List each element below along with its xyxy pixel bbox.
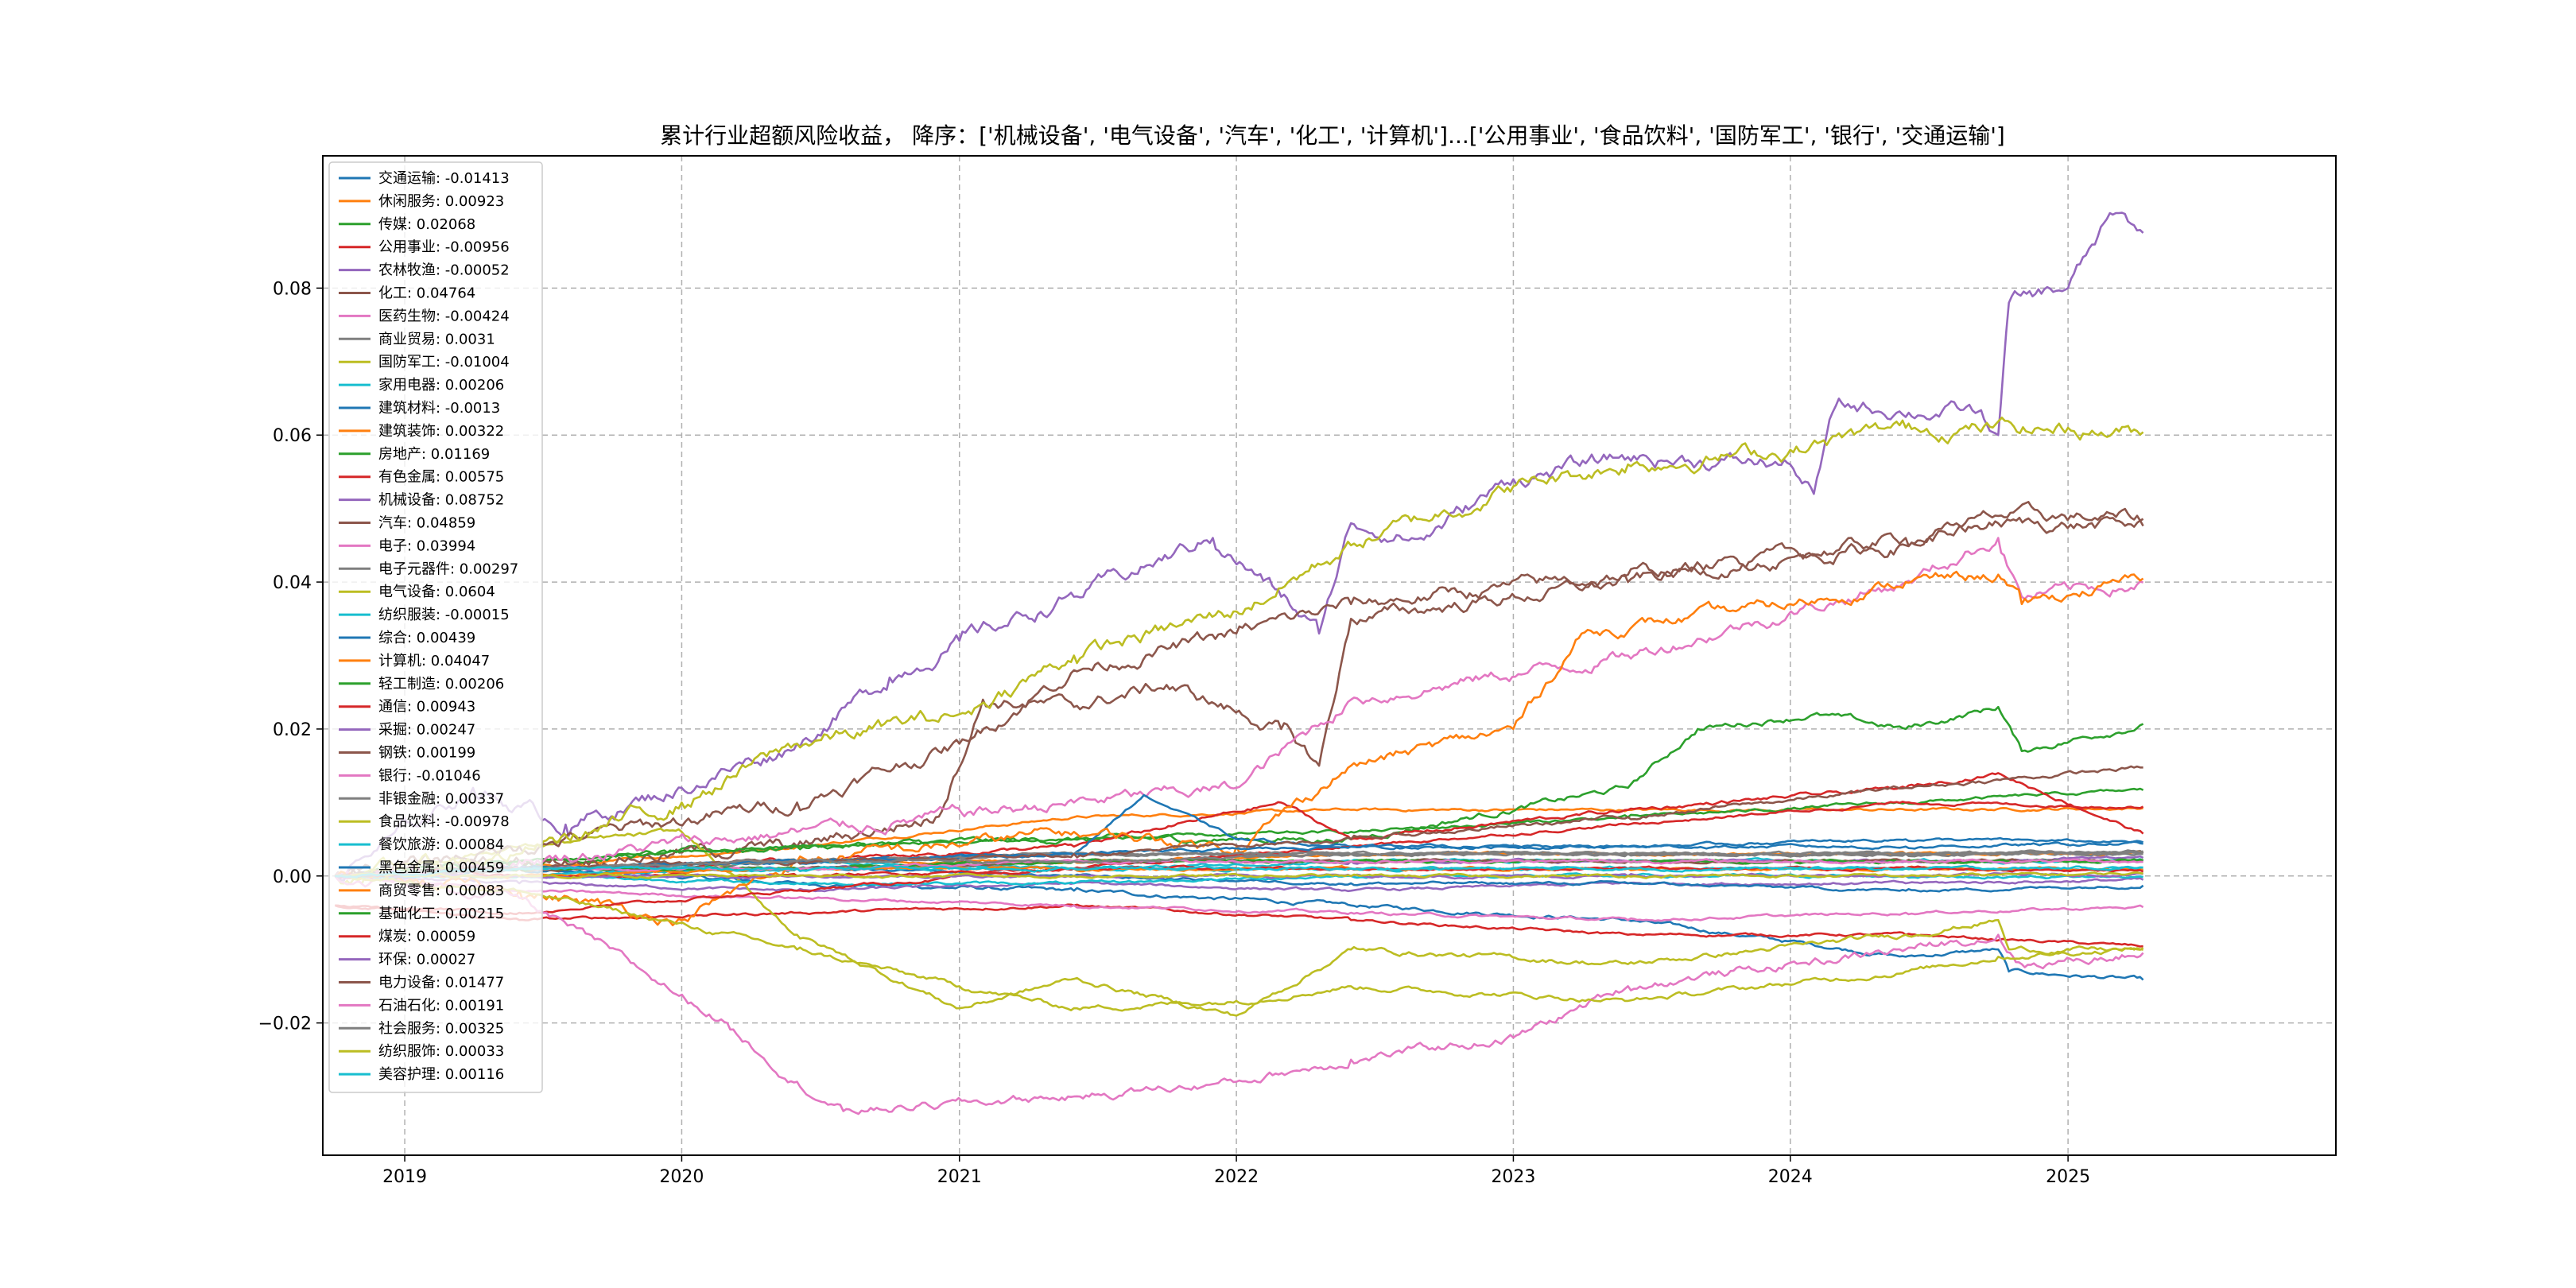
legend-label: 休闲服务: 0.00923 xyxy=(378,193,504,210)
series-line-4 xyxy=(335,874,2144,893)
series-line-18 xyxy=(334,417,2144,886)
legend-label: 基础化工: 0.00215 xyxy=(378,906,504,922)
legend-label: 采掘: 0.00247 xyxy=(378,722,475,739)
legend-label: 传媒: 0.02068 xyxy=(378,216,475,233)
legend-label: 建筑装饰: 0.00322 xyxy=(378,423,504,440)
x-tick-label: 2020 xyxy=(659,1167,704,1187)
legend-label: 化工: 0.04764 xyxy=(378,285,475,302)
x-tick-label: 2022 xyxy=(1214,1167,1259,1187)
y-tick-label: −0.02 xyxy=(258,1014,312,1034)
legend-label: 交通运输: -0.01413 xyxy=(378,170,510,187)
legend-label: 煤炭: 0.00059 xyxy=(378,929,475,945)
legend-label: 商业贸易: 0.0031 xyxy=(378,331,495,347)
legend-label: 石油石化: 0.00191 xyxy=(378,997,504,1014)
chart-title: 累计行业超额风险收益， 降序：['机械设备', '电气设备', '汽车', '化… xyxy=(660,122,2005,149)
legend-label: 钢铁: 0.00199 xyxy=(378,745,475,762)
x-tick-label: 2024 xyxy=(1768,1167,1813,1187)
legend: 交通运输: -0.01413 休闲服务: 0.00923 传媒: 0.02068 公用… xyxy=(328,161,543,1093)
legend-label: 国防军工: -0.01004 xyxy=(378,354,510,370)
y-tick-label: 0.04 xyxy=(273,573,312,593)
legend-label: 纺织服饰: 0.00033 xyxy=(378,1043,504,1060)
legend-label: 房地产: 0.01169 xyxy=(378,446,490,463)
legend-label: 汽车: 0.04859 xyxy=(378,515,475,532)
series-line-15 xyxy=(334,501,2144,879)
series-layer xyxy=(334,211,2144,1115)
series-line-36 xyxy=(334,858,2143,878)
legend-label: 通信: 0.00943 xyxy=(378,699,475,716)
legend-label: 农林牧渔: -0.00052 xyxy=(378,262,510,279)
legend-label: 家用电器: 0.00206 xyxy=(378,377,504,394)
series-line-39 xyxy=(335,864,2143,879)
legend-label: 社会服务: 0.00325 xyxy=(378,1020,504,1037)
legend-label: 机械设备: 0.08752 xyxy=(378,492,504,509)
series-line-16 xyxy=(334,537,2143,881)
series-line-6 xyxy=(335,875,2144,922)
legend-label: 计算机: 0.04047 xyxy=(378,653,490,669)
legend-label: 医药生物: -0.00424 xyxy=(378,308,510,324)
grid-lines xyxy=(323,156,2336,1155)
legend-label: 美容护理: 0.00116 xyxy=(378,1066,504,1083)
series-line-38 xyxy=(335,871,2143,879)
legend-label: 纺织服装: -0.00015 xyxy=(378,607,510,623)
legend-label: 电子: 0.03994 xyxy=(378,537,475,554)
x-tick-label: 2023 xyxy=(1491,1167,1535,1187)
legend-label: 电子元器件: 0.00297 xyxy=(378,561,518,577)
legend-label: 有色金属: 0.00575 xyxy=(378,469,504,486)
y-tick-label: 0.00 xyxy=(273,867,312,887)
y-tick-label: 0.02 xyxy=(273,720,312,740)
legend-label: 电力设备: 0.01477 xyxy=(378,975,504,991)
legend-label: 黑色金属: 0.00459 xyxy=(378,859,504,876)
legend-label: 非银金融: 0.00337 xyxy=(378,790,504,807)
series-line-12 xyxy=(335,787,2144,878)
x-tick-label: 2019 xyxy=(382,1167,427,1187)
legend-label: 银行: -0.01046 xyxy=(378,767,481,784)
legend-box xyxy=(328,161,543,1093)
legend-label: 电气设备: 0.0604 xyxy=(378,584,495,600)
y-tick-label: 0.06 xyxy=(273,426,312,446)
series-line-28 xyxy=(334,873,2144,1012)
series-line-37 xyxy=(335,850,2143,878)
y-axis: −0.02 0.00 0.02 0.04 0.06 0.08 xyxy=(258,279,323,1034)
legend-label: 餐饮旅游: 0.00084 xyxy=(378,836,504,853)
legend-label: 商贸零售: 0.00083 xyxy=(378,883,504,899)
legend-label: 建筑材料: -0.0013 xyxy=(378,400,500,417)
series-line-1 xyxy=(335,806,2143,878)
legend-label: 环保: 0.00027 xyxy=(378,952,475,968)
x-tick-label: 2021 xyxy=(937,1167,982,1187)
series-line-8 xyxy=(334,827,2143,1017)
legend-label: 轻工制造: 0.00206 xyxy=(378,676,504,692)
x-tick-label: 2025 xyxy=(2046,1167,2090,1187)
y-tick-label: 0.08 xyxy=(273,279,312,299)
legend-label: 公用事业: -0.00956 xyxy=(378,239,510,256)
series-line-5 xyxy=(335,515,2144,881)
legend-label: 食品饮料: -0.00978 xyxy=(378,813,510,830)
x-axis: 2019 2020 2021 2022 2023 2024 2025 xyxy=(382,1155,2090,1187)
series-line-26 xyxy=(334,875,2144,1115)
series-line-14 xyxy=(334,211,2144,882)
plot-frame xyxy=(322,155,2337,1156)
legend-label: 综合: 0.00439 xyxy=(378,630,475,646)
